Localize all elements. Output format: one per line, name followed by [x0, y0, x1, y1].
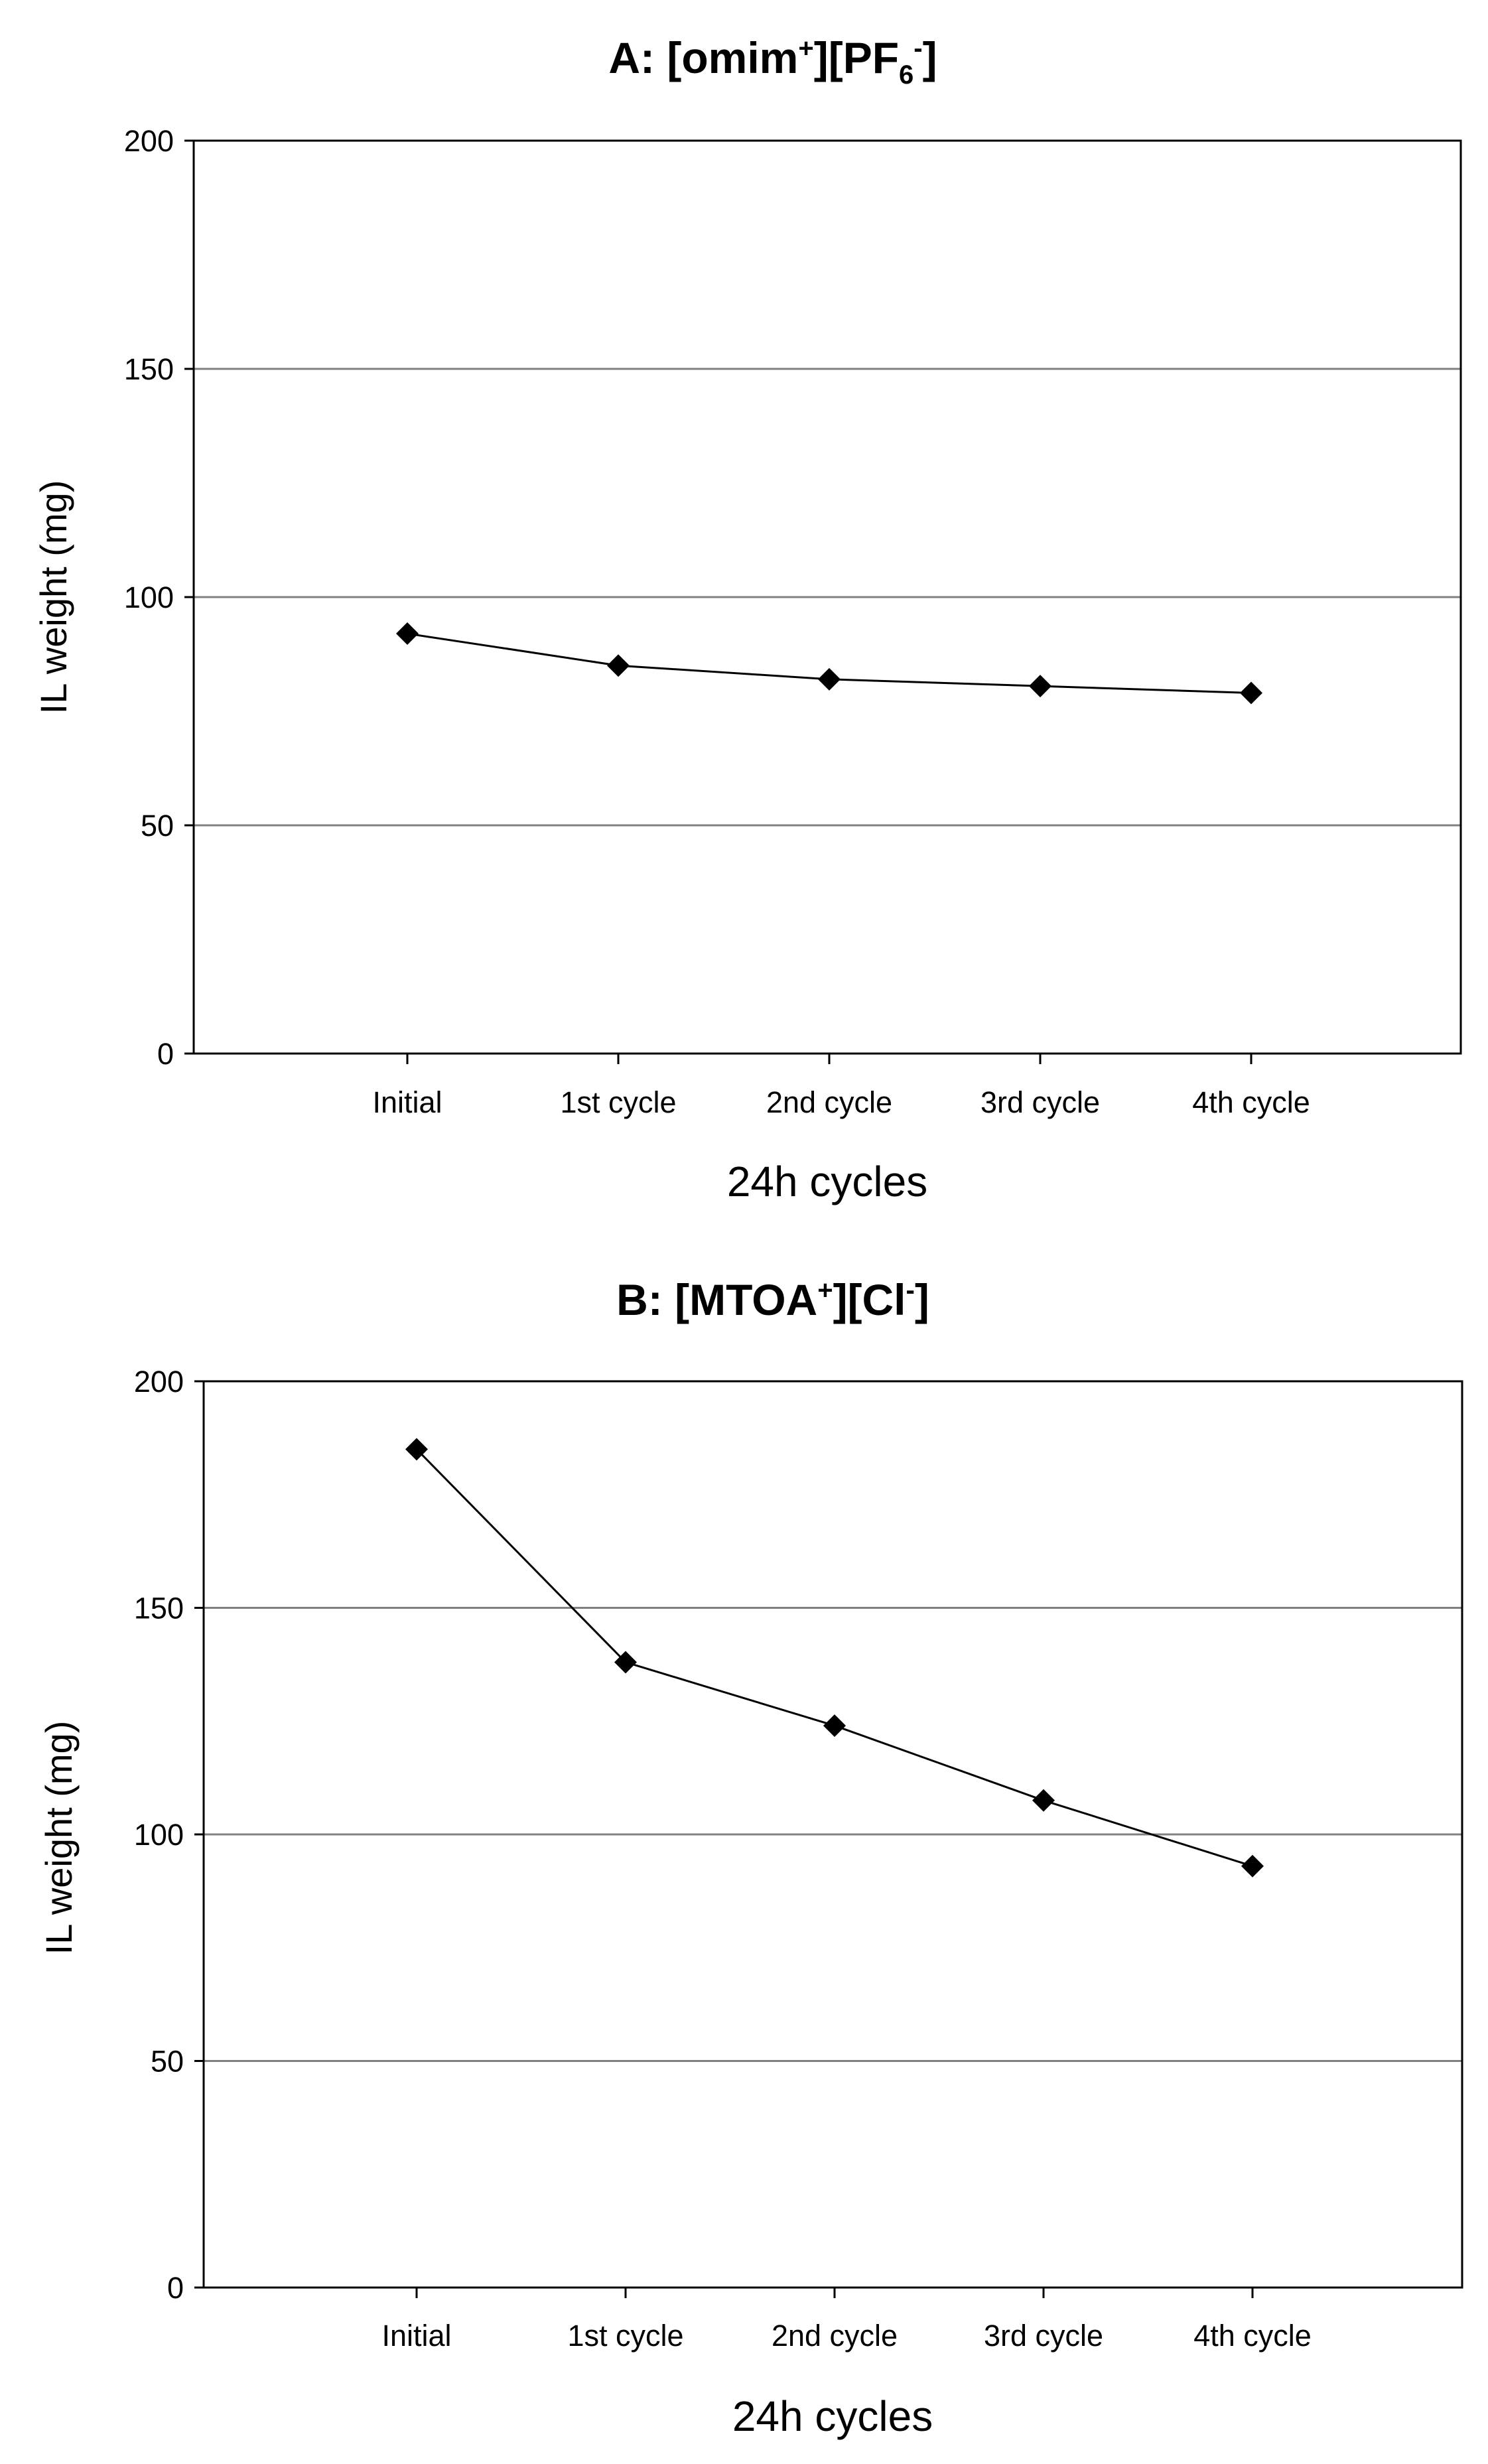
chart-a-series [396, 622, 1262, 705]
chart-a-y-tick-label: 150 [124, 352, 174, 386]
chart-a-data-point [1240, 681, 1262, 705]
chart-a-x-tick-label: 3rd cycle [981, 1085, 1100, 1119]
chart-a-y-axis: 0 50 100 150 200 [124, 124, 194, 1071]
chart-a-x-tick-label: 2nd cycle [766, 1085, 892, 1119]
chart-a-y-tick-label: 100 [124, 581, 174, 614]
chart-b-y-tick-label: 100 [134, 1818, 184, 1852]
chart-a-x-axis-label: 24h cycles [727, 1158, 927, 1205]
chart-b-x-tick-label: Initial [381, 2319, 451, 2353]
chart-b-y-axis-label: IL weight (mg) [38, 1721, 80, 1955]
chart-b-title: B: [MTOA+][Cl-] [616, 1275, 929, 1324]
chart-b-data-point [1032, 1789, 1055, 1812]
chart-b-x-axis-label: 24h cycles [732, 2392, 933, 2440]
chart-a: A: [omim+][PF6-] 0 50 100 150 200 Initial 1st… [33, 33, 1462, 1205]
chart-a-data-point [607, 654, 630, 677]
chart-b-y-tick-label: 0 [167, 2271, 184, 2305]
chart-a-y-tick-label: 200 [124, 124, 174, 158]
chart-a-data-point [1029, 675, 1051, 698]
chart-a-x-tick-label: Initial [372, 1085, 442, 1119]
chart-b-x-tick-label: 1st cycle [567, 2319, 683, 2353]
chart-a-y-tick-label: 0 [157, 1037, 174, 1071]
chart-a-data-point [396, 622, 419, 646]
chart-a-title: A: [omim+][PF6-] [608, 33, 937, 90]
chart-a-x-tick-label: 1st cycle [560, 1085, 676, 1119]
chart-a-y-axis-label: IL weight (mg) [33, 480, 74, 715]
chart-b-x-tick-label: 3rd cycle [984, 2319, 1103, 2353]
chart-b-x-axis: Initial 1st cycle 2nd cycle 3rd cycle 4th cy… [381, 2288, 1312, 2353]
chart-a-x-tick-label: 4th cycle [1192, 1085, 1310, 1119]
chart-b-x-tick-label: 2nd cycle [772, 2319, 898, 2353]
chart-b-series [405, 1438, 1264, 1878]
chart-b-y-axis: 0 50 100 150 200 [134, 1365, 204, 2305]
chart-b-gridlines [204, 1607, 1462, 2062]
chart-b-x-tick-label: 4th cycle [1193, 2319, 1312, 2353]
chart-b-y-tick-label: 50 [151, 2045, 184, 2079]
chart-a-data-point [818, 667, 841, 691]
chart-b: B: [MTOA+][Cl-] 0 50 100 150 200 Initial 1st … [38, 1275, 1463, 2440]
chart-b-data-point [1241, 1854, 1264, 1878]
chart-b-data-point [823, 1714, 846, 1738]
chart-b-y-tick-label: 150 [134, 1592, 184, 1625]
chart-b-series-line [415, 1448, 1253, 1868]
chart-b-y-tick-label: 200 [134, 1365, 184, 1399]
chart-b-data-point [614, 1651, 637, 1674]
chart-a-gridlines [194, 368, 1461, 827]
chart-b-data-point [405, 1438, 428, 1461]
chart-a-y-tick-label: 50 [141, 809, 174, 843]
chart-a-x-axis: Initial 1st cycle 2nd cycle 3rd cycle 4th cy… [372, 1054, 1310, 1119]
